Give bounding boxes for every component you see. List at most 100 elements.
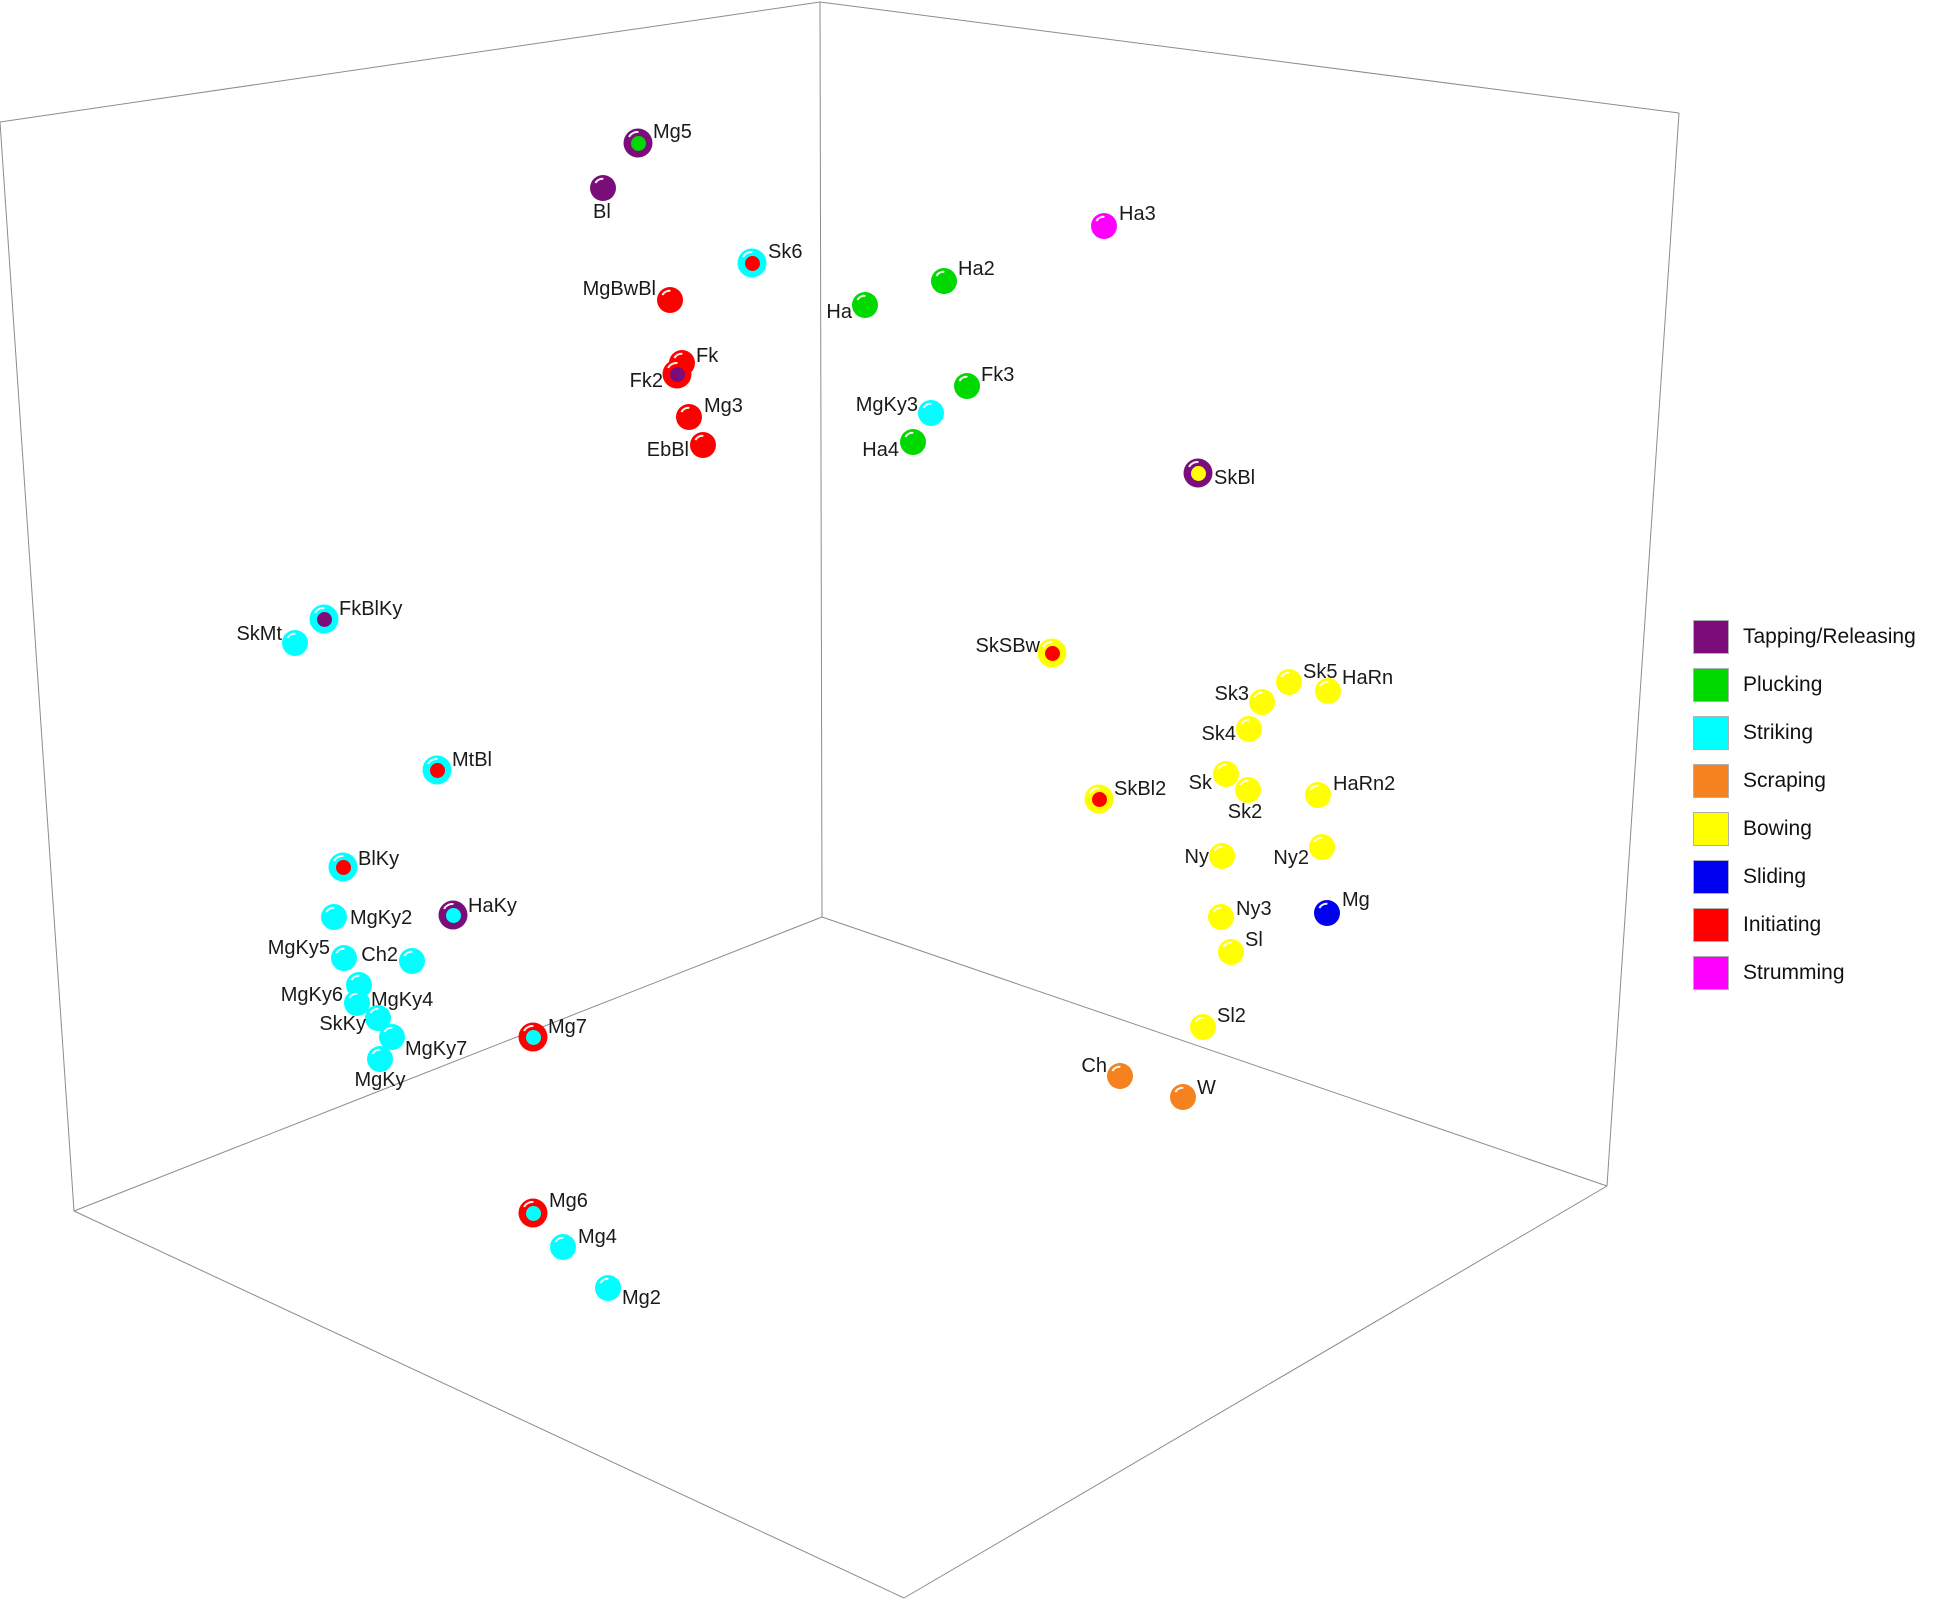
data-point-core-mg5 — [630, 135, 646, 151]
data-point-core-fk2 — [669, 366, 685, 382]
legend-swatch-tapping-releasing — [1693, 620, 1729, 654]
legend-item-initiating: Initiating — [1693, 908, 1916, 942]
box-edge-be — [0, 121, 75, 1212]
data-point-sk4 — [1236, 716, 1262, 742]
data-point-fk2 — [662, 359, 692, 389]
data-point-mtbl — [422, 755, 452, 785]
data-point-core-sk6 — [744, 255, 760, 271]
data-point-mgky — [367, 1046, 393, 1072]
data-point-core-haky — [445, 907, 461, 923]
legend-swatch-striking — [1693, 716, 1729, 750]
legend-label-strumming: Strumming — [1743, 961, 1845, 984]
point-label-mtbl: MtBl — [452, 749, 492, 771]
data-point-core-blky — [335, 859, 351, 875]
legend-swatch-plucking — [1693, 668, 1729, 702]
legend-swatch-scraping — [1693, 764, 1729, 798]
point-label-ha: Ha — [826, 301, 852, 323]
legend-item-striking: Striking — [1693, 716, 1916, 750]
box-edge-ac — [819, 1, 1680, 114]
point-label-haky: HaKy — [468, 895, 517, 917]
legend: Tapping/Releasing Plucking Striking Scrapin… — [1693, 620, 1916, 990]
data-point-sksbw — [1037, 638, 1067, 668]
data-point-ny — [1209, 843, 1235, 869]
data-point-ha4 — [900, 429, 926, 455]
data-point-ny3 — [1208, 904, 1234, 930]
data-point-ch — [1107, 1063, 1133, 1089]
legend-label-plucking: Plucking — [1743, 673, 1823, 696]
point-label-mg: Mg — [1342, 889, 1370, 911]
data-point-sl2 — [1190, 1014, 1216, 1040]
point-label-mgky5: MgKy5 — [267, 937, 330, 959]
box-edge-ad — [819, 1, 823, 918]
point-label-mgky4: MgKy4 — [371, 989, 434, 1011]
data-point-haky — [438, 900, 468, 930]
point-label-sl: Sl — [1245, 929, 1263, 951]
legend-label-scraping: Scraping — [1743, 769, 1826, 792]
data-point-mgky3 — [918, 400, 944, 426]
legend-label-initiating: Initiating — [1743, 913, 1822, 936]
data-point-mgbwbl — [657, 287, 683, 313]
data-point-core-fkblky — [316, 611, 332, 627]
box-edge-eg — [73, 1210, 905, 1599]
point-label-mgky3: MgKy3 — [855, 394, 918, 416]
point-label-ha3: Ha3 — [1119, 203, 1156, 225]
data-point-ny2 — [1309, 834, 1335, 860]
data-point-mg7 — [518, 1022, 548, 1052]
data-point-sk2 — [1235, 777, 1261, 803]
data-point-skbl2 — [1084, 784, 1114, 814]
box-edge-cf — [1606, 112, 1680, 1187]
data-point-ch2 — [399, 948, 425, 974]
data-point-blky — [328, 852, 358, 882]
point-label-ch: Ch — [1081, 1055, 1107, 1077]
data-point-w — [1170, 1084, 1196, 1110]
data-point-bl — [590, 175, 616, 201]
data-point-mg3 — [676, 404, 702, 430]
point-label-fkblky: FkBlKy — [339, 598, 403, 620]
legend-swatch-bowing — [1693, 812, 1729, 846]
point-label-mg4: Mg4 — [578, 1226, 617, 1248]
point-label-sksbw: SkSBw — [975, 635, 1040, 657]
legend-item-scraping: Scraping — [1693, 764, 1916, 798]
point-label-mg5: Mg5 — [653, 121, 692, 143]
data-point-mg6 — [518, 1198, 548, 1228]
data-point-sk3 — [1249, 689, 1275, 715]
data-point-ebbl — [690, 432, 716, 458]
point-label-mg3: Mg3 — [704, 395, 743, 417]
box-edge-fg — [903, 1185, 1608, 1599]
point-label-bl: Bl — [593, 201, 611, 223]
point-label-fk3: Fk3 — [981, 364, 1015, 386]
point-label-mgbwbl: MgBwBl — [582, 278, 656, 300]
data-point-harn — [1315, 678, 1341, 704]
data-point-sk5 — [1276, 669, 1302, 695]
legend-item-bowing: Bowing — [1693, 812, 1916, 846]
point-label-harn2: HaRn2 — [1333, 773, 1396, 795]
data-point-mg5 — [623, 128, 653, 158]
point-label-sk5: Sk5 — [1303, 661, 1338, 683]
legend-swatch-strumming — [1693, 956, 1729, 990]
data-point-sk6 — [737, 248, 767, 278]
point-label-skbl: SkBl — [1214, 467, 1256, 489]
legend-label-sliding: Sliding — [1743, 865, 1807, 888]
data-point-core-mg6 — [525, 1205, 541, 1221]
point-label-ha2: Ha2 — [958, 258, 995, 280]
point-label-sk3: Sk3 — [1214, 683, 1249, 705]
point-label-fk: Fk — [696, 345, 719, 367]
box-edge-de — [73, 916, 823, 1212]
point-label-mg6: Mg6 — [549, 1190, 588, 1212]
data-point-fkblky — [309, 604, 339, 634]
data-point-skmt — [282, 630, 308, 656]
point-label-skky: SkKy — [319, 1013, 366, 1035]
point-label-w: W — [1197, 1077, 1216, 1099]
point-label-mgky6: MgKy6 — [280, 984, 343, 1006]
point-label-mg7: Mg7 — [548, 1016, 587, 1038]
point-label-ny2: Ny2 — [1273, 847, 1309, 869]
point-label-ny3: Ny3 — [1236, 898, 1272, 920]
legend-item-sliding: Sliding — [1693, 860, 1916, 894]
data-point-ha3 — [1091, 213, 1117, 239]
data-point-mg4 — [550, 1234, 576, 1260]
point-label-harn: HaRn — [1342, 667, 1394, 689]
point-label-ny: Ny — [1184, 846, 1209, 868]
legend-swatch-sliding — [1693, 860, 1729, 894]
